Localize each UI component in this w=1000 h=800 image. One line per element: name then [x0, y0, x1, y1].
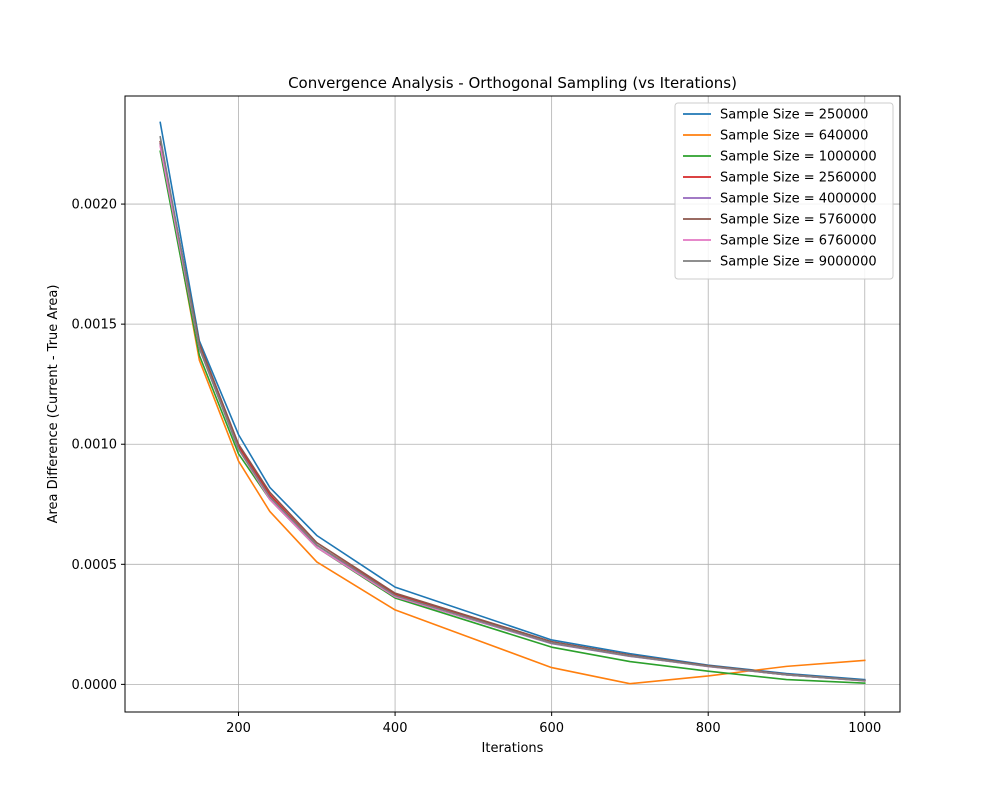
y-tick-label: 0.0000	[72, 678, 118, 693]
legend-label: Sample Size = 2560000	[720, 171, 877, 186]
legend-box	[674, 102, 894, 280]
legend-label: Sample Size = 1000000	[720, 150, 877, 165]
x-axis-label: Iterations	[482, 741, 544, 756]
series-lines	[159, 121, 866, 685]
legend-label: Sample Size = 4000000	[720, 192, 877, 207]
x-tick-label: 400	[383, 721, 408, 736]
y-tick-label: 0.0005	[72, 558, 118, 573]
y-axis-label: Area Difference (Current - True Area)	[46, 285, 61, 524]
plot-area-frame	[124, 95, 901, 713]
axis-ticks: 200 400 600 800 1000 0.0000 0.0005 0.0010 0.0015…	[72, 198, 882, 736]
chart-title: Convergence Analysis - Orthogonal Sampli…	[288, 74, 737, 92]
series-line-8	[159, 135, 866, 682]
series-line-3	[159, 150, 866, 685]
legend-label: Sample Size = 5760000	[720, 213, 877, 228]
y-tick-label: 0.0015	[72, 318, 118, 333]
x-tick-label: 200	[226, 721, 251, 736]
x-tick-label: 600	[539, 721, 564, 736]
legend-label: Sample Size = 250000	[720, 108, 868, 123]
x-tick-label: 1000	[848, 721, 881, 736]
legend-label: Sample Size = 640000	[720, 129, 868, 144]
y-tick-label: 0.0020	[72, 198, 118, 213]
legend: Sample Size = 250000 Sample Size = 640000…	[674, 102, 894, 280]
legend-label: Sample Size = 6760000	[720, 234, 877, 249]
x-tick-label: 800	[696, 721, 721, 736]
legend-label: Sample Size = 9000000	[720, 255, 877, 270]
y-tick-label: 0.0010	[72, 438, 118, 453]
series-line-2	[159, 143, 866, 685]
